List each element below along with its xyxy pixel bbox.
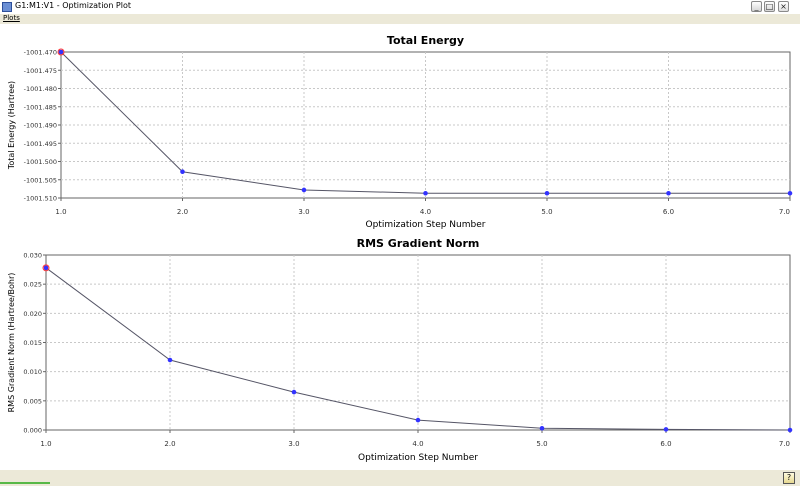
data-point: [180, 169, 185, 175]
plot-panel: Total Energy 1.0 2.0 3.0 4.0 5.0 6.0 7.0 -1001.4…: [0, 24, 800, 470]
x-tick-label: 1.0: [40, 440, 51, 448]
y-tick-label: -1001.475: [24, 67, 57, 75]
chart-title: RMS Gradient Norm: [357, 237, 480, 250]
x-tick-label: 7.0: [779, 440, 790, 448]
x-tick-label: 3.0: [288, 440, 299, 448]
y-tick-label: -1001.500: [24, 158, 57, 166]
x-tick-label: 3.0: [298, 208, 309, 216]
help-button[interactable]: ?: [783, 472, 795, 484]
close-button[interactable]: ×: [778, 1, 789, 12]
data-point: [663, 427, 669, 432]
x-tick-label: 6.0: [660, 440, 671, 448]
data-point: [415, 417, 421, 423]
status-bar: ?: [0, 470, 800, 486]
data-point: [787, 190, 793, 196]
x-tick-label: 5.0: [536, 440, 547, 448]
x-tick-label: 5.0: [541, 208, 552, 216]
x-tick-label: 2.0: [164, 440, 175, 448]
y-tick-label: 0.010: [23, 368, 42, 376]
menu-bar: Plots: [0, 14, 800, 24]
title-bar[interactable]: G1:M1:V1 - Optimization Plot _ □ ×: [0, 0, 800, 15]
minimize-button[interactable]: _: [751, 1, 762, 12]
data-point: [666, 190, 671, 196]
maximize-icon: □: [765, 2, 774, 11]
data-point: [167, 357, 173, 363]
menu-plots[interactable]: Plots: [3, 14, 20, 22]
gaussview-icon: [2, 2, 12, 12]
data-point: [301, 187, 307, 193]
plots-canvas: Total Energy 1.0 2.0 3.0 4.0 5.0 6.0 7.0 -1001.4…: [7, 34, 793, 463]
y-tick-label: -1001.495: [24, 140, 57, 148]
x-axis-label: Optimization Step Number: [366, 220, 486, 230]
data-point: [544, 190, 550, 196]
minimize-icon: _: [754, 2, 759, 11]
x-tick-label: 1.0: [55, 208, 66, 216]
x-tick-label: 4.0: [412, 440, 423, 448]
y-axis-label: RMS Gradient Norm (Hartree/Bohr): [7, 273, 16, 413]
y-tick-label: 0.000: [23, 427, 42, 435]
x-tick-label: 2.0: [177, 208, 188, 216]
selected-point-marker: [57, 48, 65, 56]
y-tick-label: -1001.470: [24, 49, 57, 57]
data-point: [58, 49, 64, 55]
selected-point-marker: [42, 264, 50, 272]
y-tick-label: 0.005: [23, 397, 42, 405]
y-axis-label: Total Energy (Hartree): [7, 81, 16, 170]
x-tick-label: 4.0: [420, 208, 431, 216]
y-tick-label: 0.020: [23, 310, 42, 318]
y-tick-label: 0.015: [23, 339, 42, 347]
data-point: [787, 427, 793, 433]
data-point: [539, 425, 545, 431]
close-icon: ×: [780, 2, 787, 11]
maximize-button[interactable]: □: [764, 1, 775, 12]
data-point: [291, 389, 297, 395]
window-title: G1:M1:V1 - Optimization Plot: [15, 1, 132, 10]
data-point: [43, 265, 49, 271]
y-tick-label: -1001.505: [24, 176, 57, 184]
x-axis-label: Optimization Step Number: [358, 453, 478, 463]
y-tick-label: 0.025: [23, 281, 42, 289]
x-tick-label: 7.0: [779, 208, 790, 216]
y-tick-label: -1001.490: [24, 122, 57, 130]
chart-title: Total Energy: [387, 34, 464, 47]
x-tick-label: 6.0: [663, 208, 674, 216]
y-tick-label: 0.030: [23, 252, 42, 260]
y-tick-label: -1001.485: [24, 103, 57, 111]
y-tick-label: -1001.510: [24, 195, 57, 203]
help-icon: ?: [786, 473, 792, 482]
data-point: [423, 190, 428, 196]
status-progress-bar: [0, 482, 50, 484]
y-tick-label: -1001.480: [24, 85, 57, 93]
